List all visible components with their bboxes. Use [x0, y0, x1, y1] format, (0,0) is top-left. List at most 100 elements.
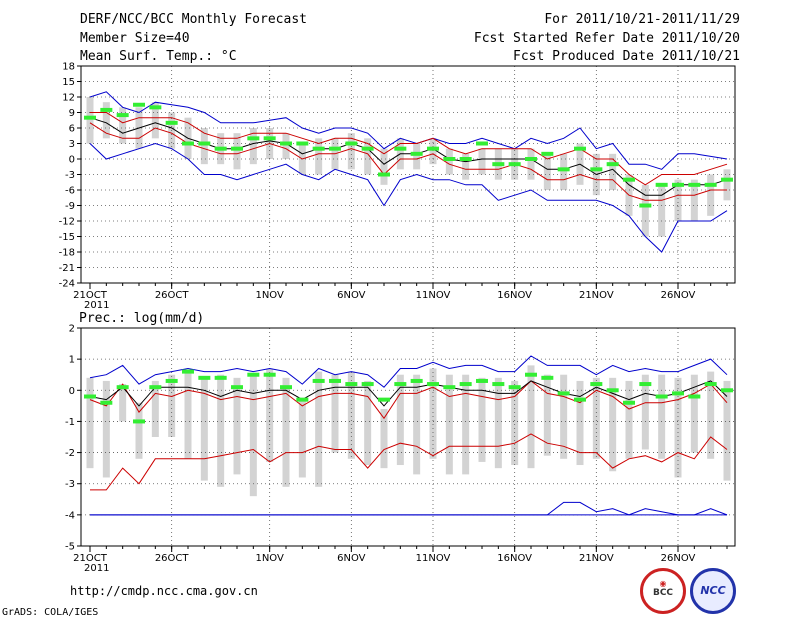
fcst-started-date: Fcst Started Refer Date 2011/10/20 — [473, 31, 740, 46]
spread-box — [445, 374, 453, 475]
spread-box — [543, 374, 551, 456]
observed-marker — [704, 382, 717, 387]
spread-box — [658, 184, 666, 237]
grads-credit: GrADS: COLA/IGES — [2, 607, 99, 618]
x-tick-label: 16NOV — [497, 290, 532, 301]
y-tick-label: 2 — [69, 324, 75, 335]
observed-marker — [345, 382, 358, 387]
observed-marker — [688, 182, 701, 187]
spread-box — [429, 138, 437, 165]
spread-box — [298, 399, 306, 478]
x-tick-label: 26OCT — [155, 290, 190, 301]
observed-marker — [672, 182, 684, 187]
y-tick-label: 12 — [62, 93, 75, 104]
spread-box — [364, 138, 372, 175]
observed-marker — [459, 157, 472, 161]
observed-marker — [541, 151, 554, 156]
observed-marker — [557, 167, 570, 172]
spread-box — [102, 380, 110, 478]
x-year-label: 2011 — [84, 563, 109, 574]
observed-marker — [410, 151, 423, 156]
observed-marker — [329, 146, 341, 151]
observed-marker — [116, 385, 129, 390]
observed-marker — [165, 378, 178, 383]
spread-box — [119, 384, 127, 422]
spread-box — [527, 148, 535, 180]
x-tick-label: 6NOV — [337, 290, 366, 301]
plot-frame — [80, 65, 736, 284]
observed-marker — [508, 385, 521, 390]
observed-marker — [476, 141, 488, 146]
observed-marker — [84, 115, 96, 120]
x-tick-label: 21OCT — [73, 553, 108, 564]
x-tick-label: 21NOV — [579, 553, 614, 564]
observed-marker — [639, 382, 652, 387]
spread-box — [347, 133, 355, 170]
spread-box — [674, 179, 682, 221]
spread-box — [641, 184, 649, 237]
observed-marker — [263, 372, 276, 377]
observed-marker — [361, 146, 374, 151]
spread-box — [396, 374, 404, 466]
spread-box — [690, 179, 698, 221]
bcc-logo: ◉ BCC — [640, 568, 686, 614]
spread-box — [380, 408, 388, 469]
observed-marker — [721, 177, 733, 182]
observed-marker — [655, 182, 668, 187]
observed-marker — [133, 102, 145, 107]
spread-box — [658, 374, 666, 459]
spread-box — [625, 380, 633, 459]
observed-marker — [606, 162, 619, 167]
observed-marker — [247, 372, 260, 377]
observed-marker — [231, 146, 243, 151]
spread-box — [249, 374, 257, 497]
observed-marker — [525, 372, 537, 377]
observed-marker — [443, 385, 456, 390]
x-tick-label: 26NOV — [661, 553, 696, 564]
spread-box — [478, 377, 486, 462]
observed-marker — [198, 375, 211, 380]
fcst-produced-date: Fcst Produced Date 2011/10/21 — [513, 49, 740, 64]
spread-box — [560, 374, 568, 459]
observed-marker — [214, 375, 227, 380]
observed-marker — [198, 141, 211, 146]
observed-marker — [149, 105, 162, 110]
spread-box — [200, 377, 208, 481]
observed-marker — [116, 113, 129, 118]
y-tick-label: -6 — [65, 186, 75, 197]
observed-marker — [459, 382, 472, 387]
spread-box — [543, 153, 551, 190]
spread-box — [494, 377, 502, 469]
spread-box — [723, 169, 731, 201]
spread-box — [609, 377, 617, 472]
series-lower-line — [89, 122, 727, 201]
spread-box — [119, 107, 127, 144]
y-tick-label: -21 — [59, 263, 75, 274]
observed-marker — [280, 385, 292, 390]
spread-box — [282, 133, 290, 159]
spread-box — [707, 174, 715, 216]
temperature-panel: -24 -21 -18 -15 -12 -9 -6 -3 0 3 6 9 12 15 18 21OCT 26OC… — [59, 62, 736, 311]
y-tick-label: -3 — [65, 170, 75, 181]
spread-box — [364, 380, 372, 466]
spread-box — [609, 153, 617, 190]
observed-marker — [100, 400, 113, 405]
observed-marker — [296, 397, 309, 402]
spread-box — [249, 128, 257, 165]
variable-label: Mean Surf. Temp.: °C — [80, 49, 237, 64]
x-tick-label: 11NOV — [416, 290, 451, 301]
spread-box — [266, 368, 274, 462]
observed-marker — [639, 203, 652, 208]
observed-marker — [525, 157, 537, 161]
observed-marker — [84, 394, 96, 399]
observed-marker — [476, 378, 488, 383]
observed-marker — [394, 382, 407, 387]
spread-box — [315, 371, 323, 487]
observed-marker — [704, 182, 717, 187]
footer-url[interactable]: http://cmdp.ncc.cma.gov.cn — [70, 584, 258, 598]
ncc-logo-text: NCC — [700, 584, 726, 597]
y-tick-label: -15 — [59, 232, 75, 243]
observed-marker — [312, 378, 325, 383]
observed-marker — [688, 394, 701, 399]
spread-box — [413, 374, 421, 475]
